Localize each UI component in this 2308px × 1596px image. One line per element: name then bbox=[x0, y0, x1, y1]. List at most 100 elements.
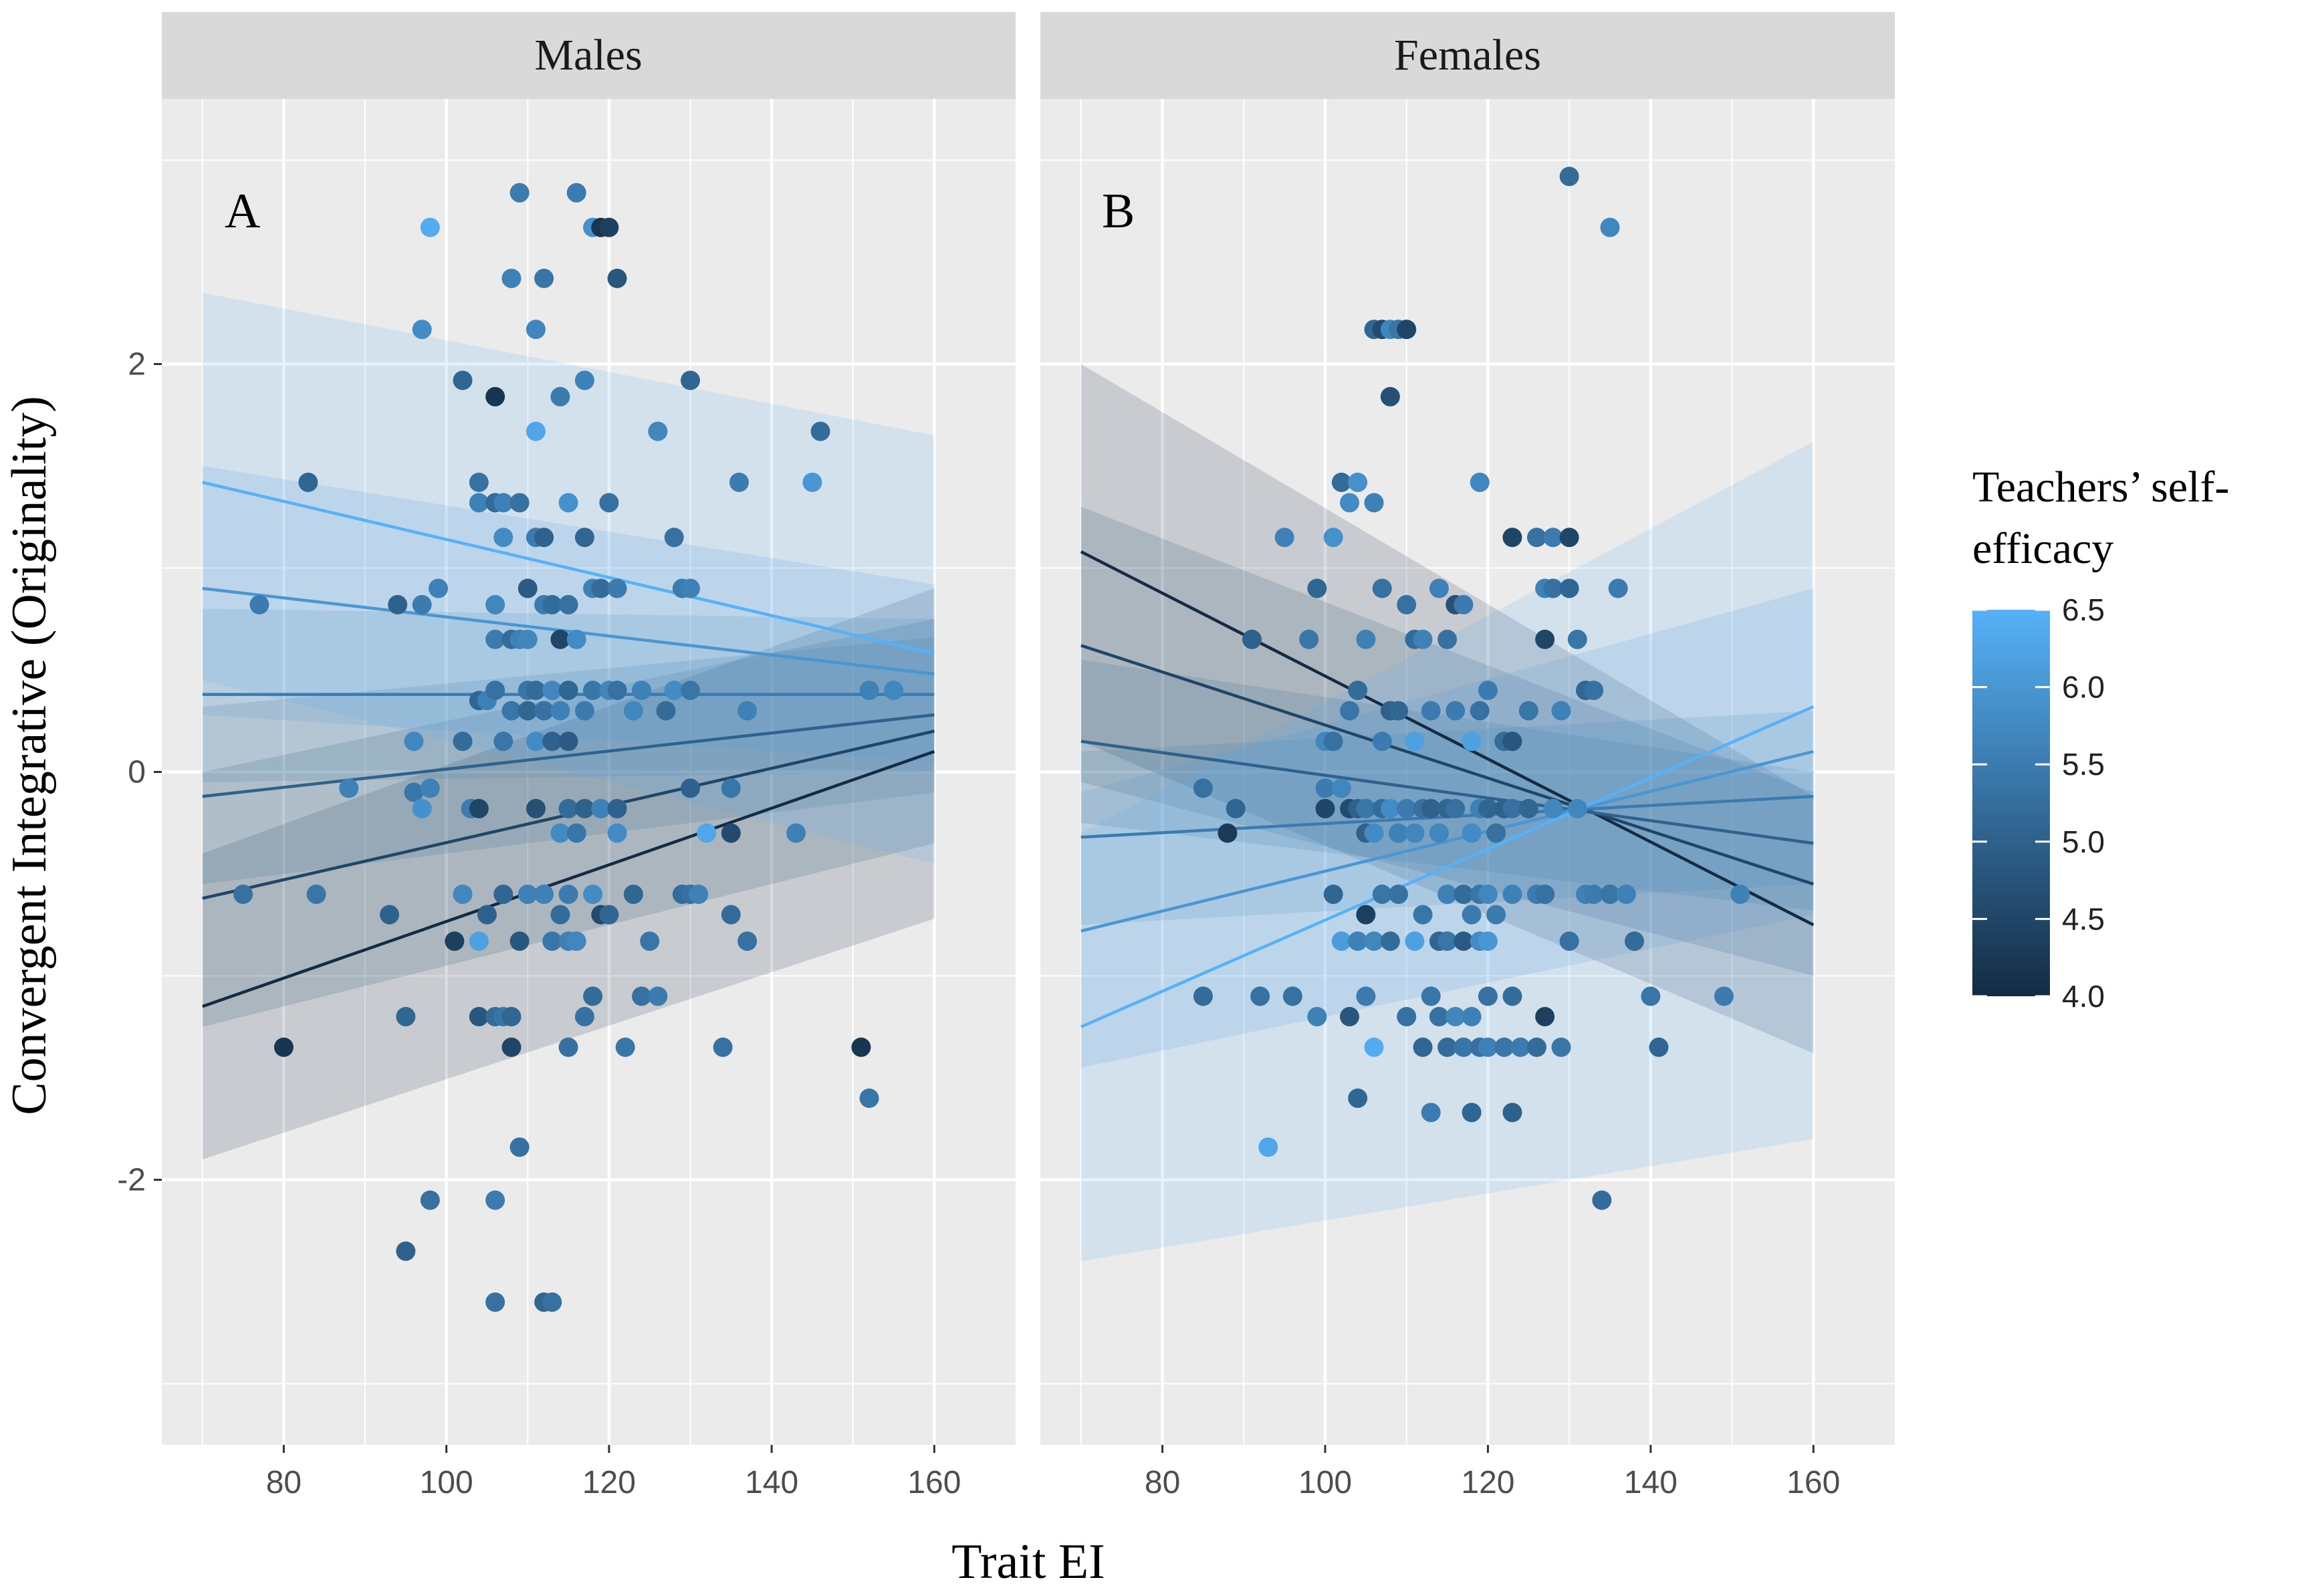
data-point bbox=[1437, 629, 1458, 649]
data-point bbox=[1502, 528, 1522, 548]
data-point bbox=[721, 905, 741, 925]
data-point bbox=[1454, 1037, 1474, 1057]
data-point bbox=[664, 681, 684, 700]
data-point bbox=[1462, 731, 1482, 752]
data-point bbox=[1559, 931, 1579, 951]
data-point bbox=[1502, 885, 1522, 904]
data-point bbox=[517, 885, 538, 904]
data-point bbox=[607, 823, 627, 843]
data-point bbox=[453, 731, 473, 752]
data-point bbox=[1242, 629, 1262, 649]
data-point bbox=[623, 701, 643, 721]
data-point bbox=[1193, 778, 1213, 798]
data-point bbox=[306, 885, 326, 904]
data-point bbox=[1543, 528, 1563, 548]
data-point bbox=[599, 217, 619, 237]
data-point bbox=[1421, 1103, 1441, 1123]
color-legend: Teachers’ self- efficacy 6.5 6.0 5.5 5.0 4.5… bbox=[1972, 463, 2229, 1014]
data-point bbox=[542, 731, 562, 752]
data-point bbox=[681, 578, 701, 598]
data-point bbox=[729, 472, 749, 492]
data-point bbox=[1413, 905, 1433, 925]
data-point bbox=[591, 798, 611, 818]
data-point bbox=[1389, 823, 1409, 843]
x-tick-label: 100 bbox=[420, 1465, 473, 1500]
data-point bbox=[1380, 931, 1400, 951]
data-point bbox=[558, 681, 578, 700]
data-point bbox=[1518, 798, 1538, 818]
data-point bbox=[1421, 798, 1441, 818]
data-point bbox=[1331, 778, 1351, 798]
data-point bbox=[1551, 701, 1571, 721]
data-point bbox=[469, 472, 489, 492]
data-point bbox=[542, 931, 562, 951]
facet-panel-males: Males A 80 100 120 140 160 bbox=[162, 12, 1016, 1500]
data-point bbox=[501, 268, 522, 288]
x-tick-label: 140 bbox=[745, 1465, 798, 1500]
data-point bbox=[1405, 823, 1425, 843]
confidence-band bbox=[1080, 507, 1814, 976]
data-point bbox=[1323, 528, 1343, 548]
data-point bbox=[1380, 798, 1400, 818]
data-point bbox=[583, 681, 603, 700]
data-point bbox=[477, 905, 497, 925]
scatter-points bbox=[233, 183, 904, 1312]
data-point bbox=[1348, 472, 1368, 492]
confidence-band bbox=[202, 588, 935, 1159]
data-point bbox=[550, 823, 570, 843]
data-point bbox=[1616, 885, 1636, 904]
legend-tick-label: 6.5 bbox=[2062, 592, 2105, 627]
data-point bbox=[1372, 731, 1392, 752]
legend-title-line2: efficacy bbox=[1972, 524, 2113, 573]
data-point bbox=[396, 1241, 416, 1261]
data-point bbox=[1600, 217, 1620, 237]
panel-tag: A bbox=[225, 184, 260, 239]
data-point bbox=[1307, 578, 1327, 598]
data-point bbox=[1193, 986, 1213, 1006]
data-point bbox=[550, 386, 570, 407]
data-point bbox=[501, 1007, 522, 1026]
data-point bbox=[1502, 798, 1522, 818]
confidence-band bbox=[202, 618, 935, 1027]
data-point bbox=[1397, 320, 1417, 340]
data-point bbox=[1502, 1103, 1522, 1123]
data-point bbox=[420, 1190, 440, 1210]
data-point bbox=[509, 931, 530, 951]
data-point bbox=[1340, 1007, 1360, 1026]
data-point bbox=[1454, 931, 1474, 951]
data-point bbox=[1543, 578, 1563, 598]
data-point bbox=[566, 183, 586, 203]
data-point bbox=[591, 578, 611, 598]
data-point bbox=[1331, 931, 1351, 951]
data-point bbox=[1250, 986, 1270, 1006]
data-point bbox=[558, 731, 578, 752]
data-point bbox=[485, 594, 505, 614]
data-point bbox=[1454, 885, 1474, 904]
data-point bbox=[1592, 1190, 1612, 1210]
data-point bbox=[1429, 1007, 1449, 1026]
data-point bbox=[599, 905, 619, 925]
data-point bbox=[599, 493, 619, 513]
confidence-band bbox=[1080, 659, 1814, 911]
data-point bbox=[851, 1037, 871, 1057]
data-point bbox=[566, 823, 586, 843]
data-point bbox=[1470, 701, 1490, 721]
data-point bbox=[721, 778, 741, 798]
data-point bbox=[583, 986, 603, 1006]
data-point bbox=[412, 320, 432, 340]
data-point bbox=[884, 681, 904, 700]
data-point bbox=[412, 594, 432, 614]
data-point bbox=[1478, 986, 1498, 1006]
data-point bbox=[607, 268, 627, 288]
data-point bbox=[1226, 798, 1246, 818]
data-point bbox=[1446, 798, 1466, 818]
regression-line bbox=[1080, 705, 1815, 1028]
data-point bbox=[1340, 493, 1360, 513]
data-point bbox=[420, 217, 440, 237]
data-point bbox=[1478, 1037, 1498, 1057]
data-point bbox=[810, 421, 830, 441]
data-point bbox=[1218, 823, 1238, 843]
data-point bbox=[664, 528, 684, 548]
data-point bbox=[1518, 701, 1538, 721]
data-point bbox=[534, 268, 554, 288]
